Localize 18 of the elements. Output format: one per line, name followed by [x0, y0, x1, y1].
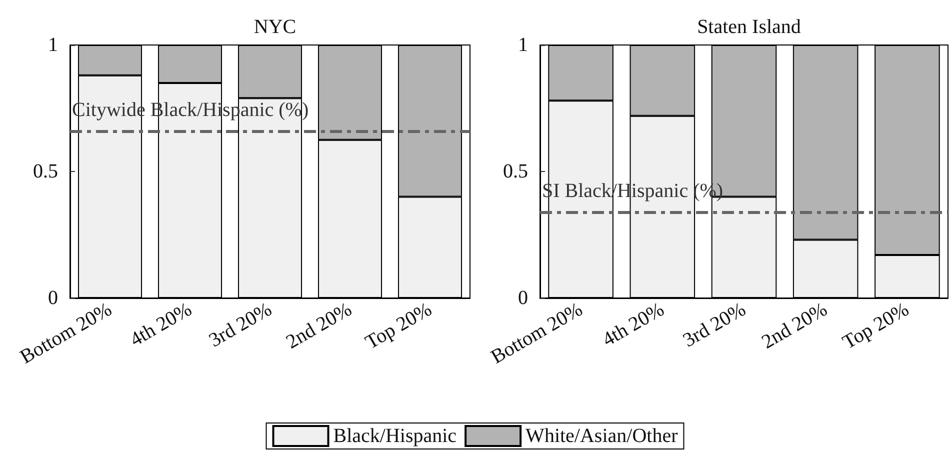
y-tick-label: 1 — [48, 34, 58, 56]
y-tick-label: 0.5 — [503, 160, 528, 182]
y-tick-label: 0 — [48, 287, 58, 309]
x-tick-label: 2nd 20% — [282, 298, 356, 354]
y-tick-label: 1 — [518, 34, 528, 56]
legend-label: Black/Hispanic — [333, 425, 457, 447]
x-tick-label: Top 20% — [362, 298, 436, 354]
chart-title: NYC — [254, 16, 296, 38]
y-tick-label: 0 — [518, 287, 528, 309]
y-tick-label: 0.5 — [33, 160, 58, 182]
x-tick-label: 3rd 20% — [205, 298, 276, 352]
legend-label: White/Asian/Other — [526, 425, 678, 447]
x-tick-label: 4th 20% — [598, 298, 668, 352]
x-tick-label: Top 20% — [838, 298, 913, 354]
chart-title: Staten Island — [697, 16, 801, 38]
x-tick-label: 2nd 20% — [758, 298, 832, 354]
x-tick-label: 4th 20% — [126, 298, 196, 352]
x-tick-label: 3rd 20% — [679, 298, 750, 352]
